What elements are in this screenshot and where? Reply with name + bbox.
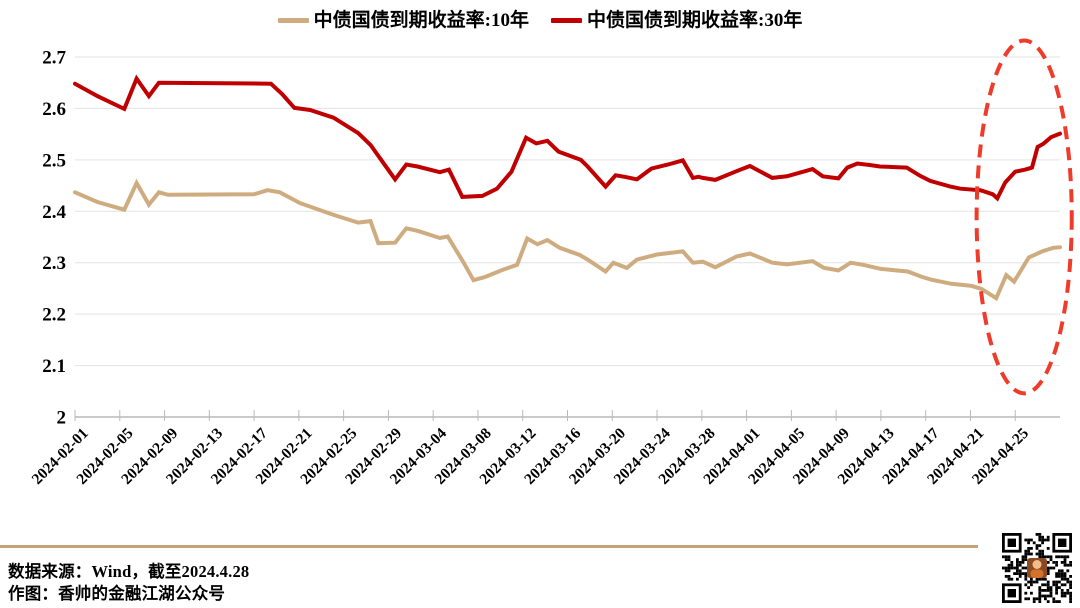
y-tick-label: 2.7 <box>42 48 66 69</box>
footer-divider <box>0 545 978 548</box>
x-axis-labels: 2024-02-012024-02-052024-02-092024-02-13… <box>29 425 1033 488</box>
y-tick-label: 2 <box>57 408 67 429</box>
highlight-ellipse-annotation <box>974 38 1074 396</box>
gridlines <box>75 56 1060 367</box>
y-axis-labels: 2 2.1 2.2 2.3 2.4 2.5 2.6 2.7 <box>42 48 66 429</box>
legend-label-10y: 中债国债到期收益率:10年 <box>313 10 529 31</box>
yield-line-chart: 2 2.1 2.2 2.3 2.4 2.5 2.6 2.7 2024-02-012024-02-… <box>29 38 1074 488</box>
y-tick-label: 2.1 <box>42 356 66 377</box>
y-tick-label: 2.4 <box>42 202 66 223</box>
legend-label-30y: 中债国债到期收益率:30年 <box>587 10 803 31</box>
y-tick-label: 2.6 <box>42 99 66 120</box>
series-line-cgb-10y <box>73 178 1062 302</box>
y-tick-label: 2.2 <box>42 305 66 326</box>
chart-legend: 中债国债到期收益率:10年 中债国债到期收益率:30年 <box>0 11 1080 30</box>
legend-line-swatch-10y <box>277 18 309 23</box>
y-tick-label: 2.5 <box>42 150 66 171</box>
footer-author: 作图：香帅的金融江湖公众号 <box>8 584 226 603</box>
x-axis-ticks <box>74 410 1016 421</box>
footer-source: 数据来源：Wind，截至2024.4.28 <box>8 562 250 581</box>
legend-item-10y: 中债国债到期收益率:10年 <box>277 10 529 31</box>
series-line-cgb-30y <box>73 74 1062 202</box>
legend-item-30y: 中债国债到期收益率:30年 <box>551 11 802 30</box>
qr-code-icon <box>1002 533 1072 603</box>
legend-line-swatch-30y <box>551 18 582 23</box>
y-tick-label: 2.3 <box>42 253 66 274</box>
